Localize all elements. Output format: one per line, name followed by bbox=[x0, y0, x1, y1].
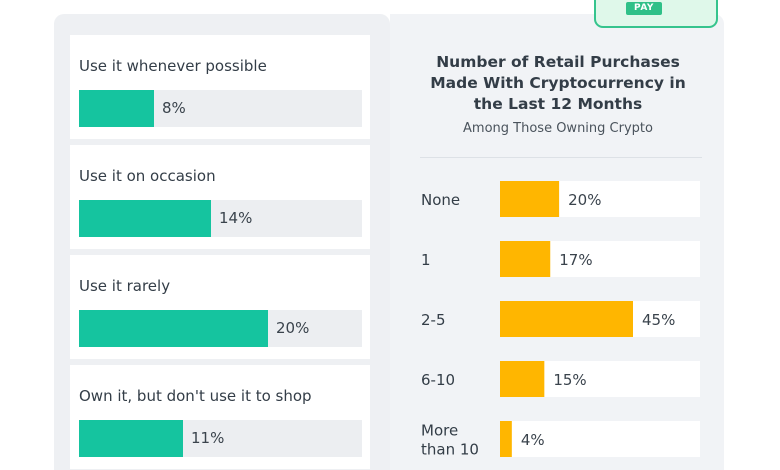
category-label: 2-5 bbox=[421, 311, 446, 329]
category-label: 1 bbox=[421, 251, 431, 269]
usage-label: Use it whenever possible bbox=[79, 57, 267, 75]
usage-card-own-not-shop: Own it, but don't use it to shop 11% bbox=[70, 365, 370, 469]
bar bbox=[500, 301, 633, 337]
category-label: None bbox=[421, 191, 460, 209]
usage-value: 20% bbox=[276, 319, 310, 337]
usage-label: Own it, but don't use it to shop bbox=[79, 387, 312, 405]
payment-terminal-icon: PAY bbox=[594, 0, 718, 28]
usage-bar-track bbox=[79, 90, 362, 127]
bar-value-label: 15% bbox=[553, 371, 586, 389]
category-label-line: than 10 bbox=[421, 441, 479, 459]
category-label-line: 1 bbox=[421, 251, 431, 269]
chart-divider bbox=[420, 157, 702, 158]
category-label: 6-10 bbox=[421, 371, 455, 389]
chart-subtitle: Among Those Owning Crypto bbox=[463, 121, 653, 136]
category-label-line: None bbox=[421, 191, 460, 209]
usage-card-whenever-possible: Use it whenever possible 8% bbox=[70, 35, 370, 139]
bar-value-label: 20% bbox=[568, 191, 601, 209]
usage-label: Use it on occasion bbox=[79, 167, 216, 185]
usage-card-on-occasion: Use it on occasion 14% bbox=[70, 145, 370, 249]
chart-title-line: Number of Retail Purchases bbox=[436, 53, 680, 71]
pay-label: PAY bbox=[626, 2, 662, 15]
usage-value: 8% bbox=[162, 99, 186, 117]
usage-bar-track bbox=[79, 310, 362, 347]
bar bbox=[500, 361, 545, 397]
bar bbox=[500, 421, 512, 457]
usage-bar-fill bbox=[79, 90, 154, 127]
usage-card-rarely: Use it rarely 20% bbox=[70, 255, 370, 359]
bar-value-label: 45% bbox=[642, 311, 675, 329]
bar bbox=[500, 241, 551, 277]
usage-bar-fill bbox=[79, 310, 268, 347]
bar-value-label: 17% bbox=[559, 251, 592, 269]
usage-bar-fill bbox=[79, 200, 211, 237]
category-label-line: 2-5 bbox=[421, 311, 446, 329]
usage-bar-track bbox=[79, 420, 362, 457]
usage-value: 14% bbox=[219, 209, 253, 227]
chart-title-line: the Last 12 Months bbox=[473, 95, 643, 113]
bar bbox=[500, 181, 560, 217]
category-label-line: More bbox=[421, 422, 458, 440]
category-label: More than 10 bbox=[421, 422, 479, 459]
bar-track bbox=[500, 421, 700, 457]
category-label-line: 6-10 bbox=[421, 371, 455, 389]
bar-value-label: 4% bbox=[521, 431, 545, 449]
usage-bar-fill bbox=[79, 420, 183, 457]
usage-value: 11% bbox=[191, 429, 225, 447]
chart-title: Number of Retail Purchases Made With Cry… bbox=[410, 52, 706, 115]
usage-bar-track bbox=[79, 200, 362, 237]
chart-title-line: Made With Cryptocurrency in bbox=[430, 74, 686, 92]
usage-label: Use it rarely bbox=[79, 277, 171, 295]
